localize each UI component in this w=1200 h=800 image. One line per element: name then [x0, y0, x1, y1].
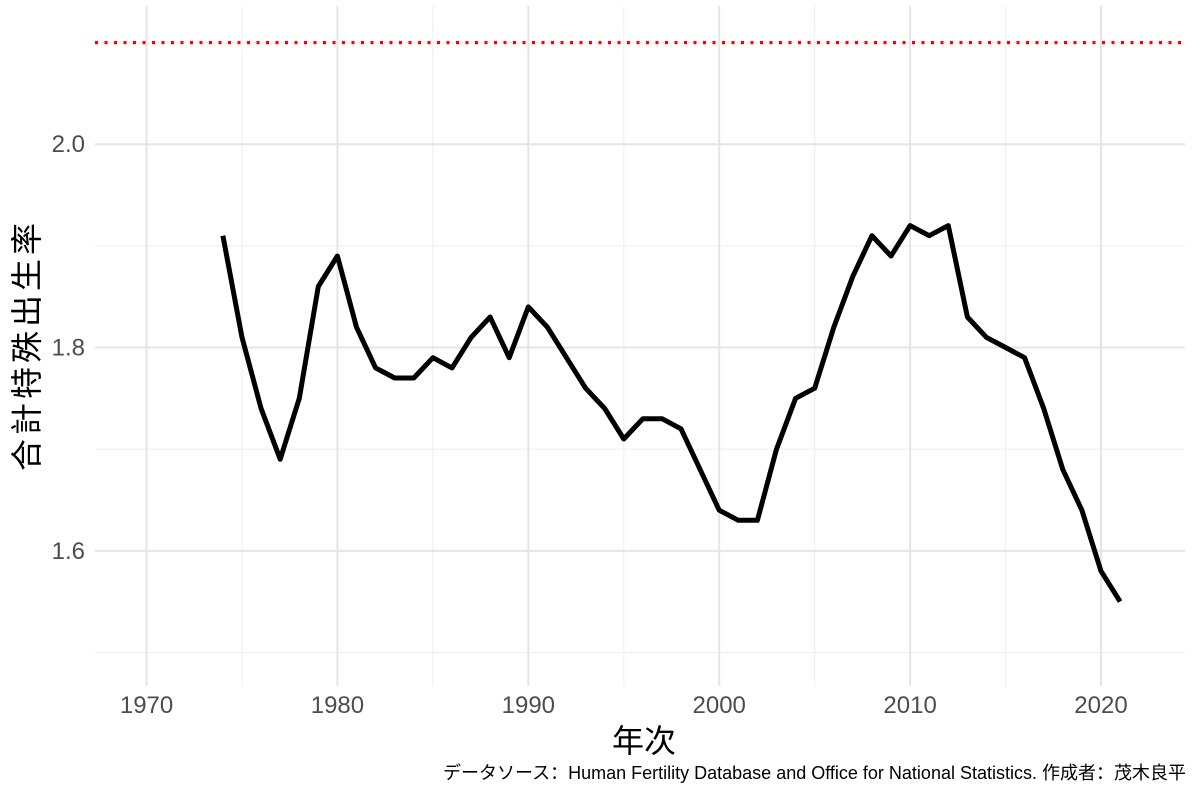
x-tick-label: 2020 — [1074, 692, 1127, 719]
minor-gridlines — [95, 6, 1185, 686]
x-tick-label: 1980 — [311, 692, 364, 719]
x-axis-title: 年次 — [612, 723, 676, 759]
x-tick-label: 1990 — [502, 692, 555, 719]
x-tick-label: 1970 — [120, 692, 173, 719]
major-gridlines — [95, 6, 1185, 686]
y-tick-label: 1.6 — [52, 538, 85, 565]
x-tick-label: 2010 — [883, 692, 936, 719]
y-tick-label: 1.8 — [52, 335, 85, 362]
x-tick-label: 2000 — [693, 692, 746, 719]
tfr-line — [220, 223, 1123, 603]
axis-tick-labels: 1970 1980 1990 2000 2010 2020 1.6 1.8 2.0 — [52, 131, 1128, 719]
tfr-line-series — [220, 223, 1123, 603]
y-axis-title: 合計特殊出生率 — [9, 219, 45, 471]
data-source-caption: データソース：Human Fertility Database and Offi… — [443, 763, 1186, 783]
y-tick-label: 2.0 — [52, 131, 85, 158]
